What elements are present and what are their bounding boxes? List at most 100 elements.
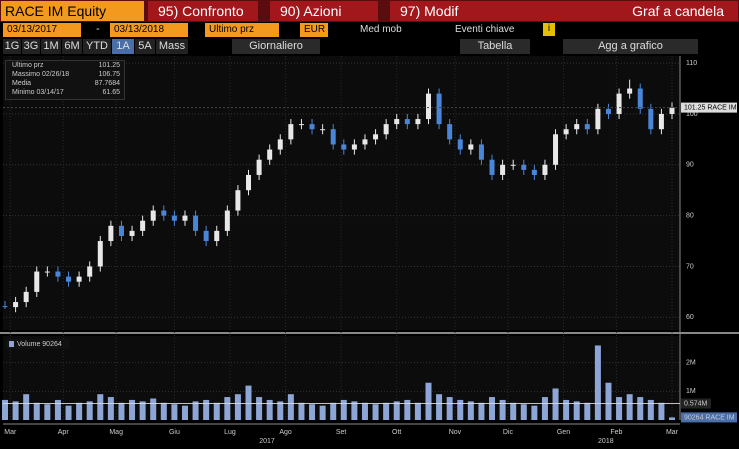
volume-bar (499, 399, 506, 420)
candle-body (616, 93, 622, 114)
volume-bar (213, 402, 220, 420)
volume-legend-swatch (9, 341, 14, 347)
period-button[interactable]: 1A (112, 39, 134, 54)
x-tick-label: Mag (109, 429, 123, 436)
candle-body (214, 230, 220, 242)
candle-body (182, 215, 188, 221)
candle-body (436, 93, 442, 125)
period-button[interactable]: 6M (62, 39, 82, 54)
info[interactable]: i (543, 23, 555, 36)
candle-body (330, 129, 336, 145)
candle-body (394, 119, 400, 125)
candle-body (246, 174, 252, 191)
y-tick-label: 2M (686, 360, 696, 367)
legend-value: 101.25 (98, 62, 120, 69)
tag-bg (681, 102, 737, 113)
candle-body (637, 88, 643, 109)
period-button[interactable]: 1M (41, 39, 61, 54)
currency[interactable]: EUR (300, 23, 328, 37)
candle-body (362, 139, 368, 145)
period-button[interactable]: 1G (3, 39, 21, 54)
volume-bar (520, 404, 527, 420)
y-tick-label: 80 (686, 212, 694, 219)
table-button[interactable]: Tabella (460, 39, 530, 54)
candle-body (425, 93, 431, 120)
volume-bar (309, 404, 316, 420)
volume-bar (23, 394, 30, 420)
volume-bar (626, 394, 633, 420)
events[interactable]: Eventi chiave (455, 24, 515, 35)
candle-body (478, 144, 484, 160)
period-button[interactable]: 3G (22, 39, 40, 54)
period-button[interactable]: Mass (156, 39, 188, 54)
candle-body (203, 230, 209, 242)
x-tick-label: Nov (449, 429, 462, 436)
start-date[interactable]: 03/13/2017 (3, 23, 81, 37)
security[interactable]: RACE IM Equity (1, 1, 144, 21)
candle-body (574, 124, 580, 130)
volume-last-tag: 90264 RACE IM (684, 414, 735, 421)
volume-bar (594, 345, 601, 420)
candle-body (55, 271, 61, 277)
chart-title: Graf a candela (472, 1, 738, 21)
x-tick-label: Apr (58, 429, 70, 436)
candle-body (298, 124, 304, 126)
field[interactable]: Ultimo prz (205, 23, 279, 37)
candle-body (309, 124, 315, 130)
volume-bar (340, 399, 347, 420)
volume-bar (139, 401, 146, 420)
volume-bar (330, 402, 337, 420)
volume-bar (637, 397, 644, 420)
candle-body (489, 159, 495, 175)
volume-bar (65, 405, 72, 420)
candle-body (457, 139, 463, 150)
volume-bar (150, 398, 157, 420)
tag-bg (681, 412, 737, 423)
candle-body (235, 190, 241, 211)
candle-body (320, 129, 326, 131)
tab[interactable]: 97) Modif (390, 1, 478, 21)
x-tick-label: Lug (224, 429, 236, 436)
candle-body (553, 134, 559, 165)
candle-body (415, 119, 421, 125)
year-label: 2017 (259, 438, 275, 445)
candle-body (500, 164, 506, 175)
legend-box: Ultimo prz 101.25 Massimo 02/26/18 106.75 Me… (5, 60, 125, 100)
separator: - (96, 23, 100, 35)
y-tick-label: 60 (686, 314, 694, 321)
period-button[interactable]: YTD (83, 39, 111, 54)
candle-body (341, 144, 347, 150)
volume-bar (552, 388, 559, 420)
volume-bar (658, 402, 665, 420)
volume-bar (541, 397, 548, 420)
volume-bar (54, 399, 61, 420)
volume-bar (192, 401, 199, 420)
volume-bar (97, 394, 104, 420)
end-date[interactable]: 03/13/2018 (110, 23, 188, 37)
candle-body (34, 271, 40, 292)
y-tick-label: 1M (686, 388, 696, 395)
volume-bar (425, 382, 432, 420)
volume-bar (44, 404, 51, 420)
candle-body (288, 124, 294, 140)
moving-avg[interactable]: Med mob (360, 24, 402, 35)
frequency[interactable]: Giornaliero (232, 39, 320, 54)
candle-body (13, 302, 19, 308)
candle-body (584, 124, 590, 130)
tab[interactable]: 90) Azioni (270, 1, 378, 21)
volume-bar (107, 397, 114, 420)
volume-bar (234, 394, 241, 420)
candle-body (531, 169, 537, 175)
tab[interactable]: 95) Confronto (148, 1, 258, 21)
legend-value: 106.75 (98, 71, 120, 78)
candle-body (542, 164, 548, 175)
candle-body (447, 124, 453, 140)
candle-body (171, 215, 177, 221)
period-button[interactable]: 5A (135, 39, 155, 54)
volume-bar (266, 399, 273, 420)
x-tick-label: Dic (503, 429, 514, 436)
add-button[interactable]: Agg a grafico (563, 39, 698, 54)
candle-body (87, 266, 93, 277)
volume-bar (76, 402, 83, 420)
volume-bar (245, 385, 252, 420)
